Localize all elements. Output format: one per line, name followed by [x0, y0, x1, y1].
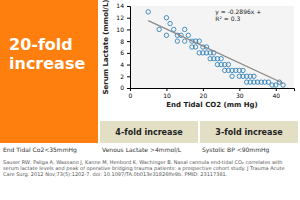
y-tick: 10: [116, 26, 130, 33]
title: 20-foldincrease: [9, 35, 85, 73]
scatter-point: [219, 57, 223, 61]
x-tick-mark: [276, 88, 277, 91]
x-tick: 20: [200, 88, 208, 99]
plot-background: [130, 6, 294, 88]
x-axis-title: End Tidal CO2 (mm Hg): [166, 101, 258, 109]
y-tick-mark: [127, 29, 130, 30]
x-tick: 40: [272, 88, 280, 99]
scatter-point: [146, 10, 150, 14]
scatter-point: [157, 27, 161, 31]
x-tick-label: 10: [163, 92, 171, 99]
y-axis: 0 2 4 6 8 10 12 14: [116, 2, 130, 91]
chart-container: 20-foldincrease 0 10 20 30 40 0 2 4 6 8 10 12 14 End T…: [0, 0, 300, 200]
scatter-point: [281, 83, 285, 87]
y-tick-label: 6: [120, 49, 124, 56]
x-tick-mark: [239, 88, 240, 91]
criterion-label: Systolic BP <90mmHg: [202, 146, 270, 154]
x-axis-line: [131, 89, 295, 92]
title-panel: [0, 0, 98, 143]
scatter-point: [252, 74, 256, 78]
x-tick-label: 30: [236, 92, 244, 99]
y-axis-line: [127, 7, 131, 89]
y-tick: 12: [116, 14, 130, 21]
scatter-point: [226, 62, 230, 66]
y-tick: 6: [120, 49, 130, 56]
equation: y = -0.2896x +R² = 0.3: [215, 8, 261, 22]
reference: Sauser RW, Paliga A, Waxsano J, Kanne M,…: [3, 159, 297, 177]
title-line: increase: [9, 54, 85, 73]
x-tick-mark: [166, 88, 167, 91]
y-tick-label: 12: [116, 14, 124, 21]
trend-line: [148, 21, 283, 84]
y-tick-label: 0: [120, 84, 124, 91]
y-tick: 2: [120, 73, 130, 80]
y-tick-mark: [127, 18, 130, 19]
x-tick: 0: [129, 88, 133, 99]
x-tick-label: 40: [272, 92, 280, 99]
scatter-point: [193, 45, 197, 49]
equation-line: R² = 0.3: [215, 15, 240, 22]
y-tick-mark: [127, 6, 130, 7]
y-tick-label: 10: [116, 26, 124, 33]
scatter-point: [241, 68, 245, 72]
increase-label: 3-fold increase: [215, 128, 283, 137]
y-tick: 14: [116, 2, 130, 9]
x-axis: 0 10 20 30 40: [129, 88, 295, 99]
scatter-point: [172, 27, 176, 31]
criterion-label: End Tidal Co2<35mmHg: [3, 146, 77, 154]
scatter-point: [164, 16, 168, 20]
y-tick-label: 14: [116, 2, 124, 9]
y-tick-mark: [127, 76, 130, 77]
increase-box: [200, 121, 298, 143]
x-tick-mark: [203, 88, 204, 91]
y-tick: 0: [120, 84, 130, 91]
y-tick-mark: [127, 88, 130, 89]
criterion-label: Venous Lactate >4mmol/L: [102, 146, 182, 153]
scatter-point: [197, 39, 201, 43]
scatter-point: [175, 39, 179, 43]
title-line: 20-fold: [9, 35, 73, 54]
x-tick: 30: [236, 88, 244, 99]
x-tick-label: 20: [200, 92, 208, 99]
y-tick-mark: [127, 41, 130, 42]
y-tick-mark: [127, 65, 130, 66]
y-tick-label: 4: [120, 61, 124, 68]
increase-box: [100, 121, 198, 143]
scatter-point: [182, 27, 186, 31]
y-tick-mark: [127, 53, 130, 54]
scatter-point: [182, 39, 186, 43]
y-tick: 8: [120, 38, 130, 45]
scatter-point: [168, 21, 172, 25]
plot-area: [146, 10, 285, 88]
y-tick-label: 8: [120, 38, 124, 45]
y-tick: 4: [120, 61, 130, 68]
y-tick-label: 2: [120, 73, 124, 80]
scatter-point: [164, 33, 168, 37]
x-tick-label: 0: [129, 92, 133, 99]
scatter-point: [186, 33, 190, 37]
x-tick: 10: [163, 88, 171, 99]
increase-label: 4-fold increase: [115, 128, 183, 137]
y-axis-title: Serum Lactate (mmol/L): [102, 0, 110, 95]
scatter-point: [230, 74, 234, 78]
